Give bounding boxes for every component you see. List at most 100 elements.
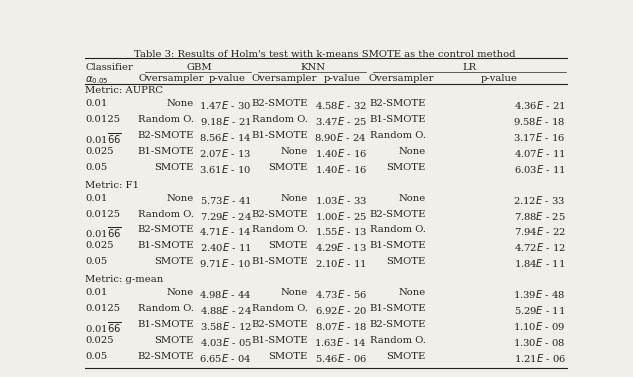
Text: SMOTE: SMOTE <box>268 241 308 250</box>
Text: B1-SMOTE: B1-SMOTE <box>251 131 308 140</box>
Text: 4.98$\mathit{E}$ - 44: 4.98$\mathit{E}$ - 44 <box>199 288 252 300</box>
Text: 8.90$\mathit{E}$ - 24: 8.90$\mathit{E}$ - 24 <box>315 131 367 143</box>
Text: 4.73$\mathit{E}$ - 56: 4.73$\mathit{E}$ - 56 <box>315 288 367 300</box>
Text: 5.73$\mathit{E}$ - 41: 5.73$\mathit{E}$ - 41 <box>200 194 252 206</box>
Text: 3.61$\mathit{E}$ - 10: 3.61$\mathit{E}$ - 10 <box>199 163 252 175</box>
Text: 0.0125: 0.0125 <box>85 304 120 313</box>
Text: 9.18$\mathit{E}$ - 21: 9.18$\mathit{E}$ - 21 <box>200 115 252 127</box>
Text: LR: LR <box>462 63 476 72</box>
Text: Random O.: Random O. <box>137 210 194 219</box>
Text: B2-SMOTE: B2-SMOTE <box>251 210 308 219</box>
Text: 0.05: 0.05 <box>85 257 107 266</box>
Text: None: None <box>280 147 308 156</box>
Text: B1-SMOTE: B1-SMOTE <box>369 241 425 250</box>
Text: B1-SMOTE: B1-SMOTE <box>251 257 308 266</box>
Text: B2-SMOTE: B2-SMOTE <box>369 320 425 329</box>
Text: B2-SMOTE: B2-SMOTE <box>369 100 425 109</box>
Text: 4.07$\mathit{E}$ - 11: 4.07$\mathit{E}$ - 11 <box>514 147 566 159</box>
Text: 0.05: 0.05 <box>85 163 107 172</box>
Text: 0.01: 0.01 <box>85 288 108 297</box>
Text: Oversampler: Oversampler <box>368 74 434 83</box>
Text: Metric: F1: Metric: F1 <box>85 181 139 190</box>
Text: 0.025: 0.025 <box>85 336 114 345</box>
Text: 0.0125: 0.0125 <box>85 115 120 124</box>
Text: 9.71$\mathit{E}$ - 10: 9.71$\mathit{E}$ - 10 <box>199 257 252 269</box>
Text: B2-SMOTE: B2-SMOTE <box>137 225 194 234</box>
Text: p-value: p-value <box>324 74 361 83</box>
Text: 2.10$\mathit{E}$ - 11: 2.10$\mathit{E}$ - 11 <box>315 257 367 269</box>
Text: 1.40$\mathit{E}$ - 16: 1.40$\mathit{E}$ - 16 <box>315 147 367 159</box>
Text: 2.07$\mathit{E}$ - 13: 2.07$\mathit{E}$ - 13 <box>199 147 252 159</box>
Text: 2.12$\mathit{E}$ - 33: 2.12$\mathit{E}$ - 33 <box>513 194 566 206</box>
Text: Random O.: Random O. <box>370 336 425 345</box>
Text: None: None <box>280 194 308 203</box>
Text: 6.92$\mathit{E}$ - 20: 6.92$\mathit{E}$ - 20 <box>315 304 367 316</box>
Text: 7.29$\mathit{E}$ - 24: 7.29$\mathit{E}$ - 24 <box>199 210 252 222</box>
Text: GBM: GBM <box>187 63 212 72</box>
Text: 3.17$\mathit{E}$ - 16: 3.17$\mathit{E}$ - 16 <box>513 131 566 143</box>
Text: SMOTE: SMOTE <box>268 351 308 360</box>
Text: Random O.: Random O. <box>137 304 194 313</box>
Text: SMOTE: SMOTE <box>386 351 425 360</box>
Text: 5.46$\mathit{E}$ - 06: 5.46$\mathit{E}$ - 06 <box>315 351 367 363</box>
Text: 4.71$\mathit{E}$ - 14: 4.71$\mathit{E}$ - 14 <box>199 225 252 238</box>
Text: SMOTE: SMOTE <box>154 336 194 345</box>
Text: 1.40$\mathit{E}$ - 16: 1.40$\mathit{E}$ - 16 <box>315 163 367 175</box>
Text: 0.0125: 0.0125 <box>85 210 120 219</box>
Text: 7.88$\mathit{E}$ - 25: 7.88$\mathit{E}$ - 25 <box>514 210 566 222</box>
Text: 0.01$\overline{66}$: 0.01$\overline{66}$ <box>85 131 122 146</box>
Text: 1.10$\mathit{E}$ - 09: 1.10$\mathit{E}$ - 09 <box>513 320 566 332</box>
Text: 8.56$\mathit{E}$ - 14: 8.56$\mathit{E}$ - 14 <box>199 131 252 143</box>
Text: Random O.: Random O. <box>370 225 425 234</box>
Text: 1.21$\mathit{E}$ - 06: 1.21$\mathit{E}$ - 06 <box>513 351 566 363</box>
Text: None: None <box>280 288 308 297</box>
Text: 6.65$\mathit{E}$ - 04: 6.65$\mathit{E}$ - 04 <box>199 351 252 363</box>
Text: B1-SMOTE: B1-SMOTE <box>369 304 425 313</box>
Text: None: None <box>398 288 425 297</box>
Text: SMOTE: SMOTE <box>386 257 425 266</box>
Text: 1.63$\mathit{E}$ - 14: 1.63$\mathit{E}$ - 14 <box>315 336 367 348</box>
Text: 4.29$\mathit{E}$ - 13: 4.29$\mathit{E}$ - 13 <box>315 241 367 253</box>
Text: 2.40$\mathit{E}$ - 11: 2.40$\mathit{E}$ - 11 <box>200 241 252 253</box>
Text: Random O.: Random O. <box>137 115 194 124</box>
Text: 4.88$\mathit{E}$ - 24: 4.88$\mathit{E}$ - 24 <box>199 304 252 316</box>
Text: 1.03$\mathit{E}$ - 33: 1.03$\mathit{E}$ - 33 <box>315 194 367 206</box>
Text: 1.39$\mathit{E}$ - 48: 1.39$\mathit{E}$ - 48 <box>513 288 566 300</box>
Text: Random O.: Random O. <box>252 225 308 234</box>
Text: 1.47$\mathit{E}$ - 30: 1.47$\mathit{E}$ - 30 <box>199 100 252 112</box>
Text: Table 3: Results of Holm's test with k-means SMOTE as the control method: Table 3: Results of Holm's test with k-m… <box>134 50 515 58</box>
Text: SMOTE: SMOTE <box>268 163 308 172</box>
Text: KNN: KNN <box>301 63 326 72</box>
Text: None: None <box>398 194 425 203</box>
Text: B1-SMOTE: B1-SMOTE <box>251 336 308 345</box>
Text: 1.00$\mathit{E}$ - 25: 1.00$\mathit{E}$ - 25 <box>315 210 367 222</box>
Text: None: None <box>398 147 425 156</box>
Text: $\alpha_{0.05}$: $\alpha_{0.05}$ <box>85 74 108 86</box>
Text: B1-SMOTE: B1-SMOTE <box>137 147 194 156</box>
Text: 6.03$\mathit{E}$ - 11: 6.03$\mathit{E}$ - 11 <box>514 163 566 175</box>
Text: 3.58$\mathit{E}$ - 12: 3.58$\mathit{E}$ - 12 <box>200 320 252 332</box>
Text: B1-SMOTE: B1-SMOTE <box>137 241 194 250</box>
Text: None: None <box>166 194 194 203</box>
Text: Metric: g-mean: Metric: g-mean <box>85 275 163 284</box>
Text: 0.01: 0.01 <box>85 194 108 203</box>
Text: SMOTE: SMOTE <box>154 163 194 172</box>
Text: p-value: p-value <box>209 74 246 83</box>
Text: Classifier: Classifier <box>85 63 133 72</box>
Text: Random O.: Random O. <box>370 131 425 140</box>
Text: 3.47$\mathit{E}$ - 25: 3.47$\mathit{E}$ - 25 <box>315 115 367 127</box>
Text: 0.01$\overline{66}$: 0.01$\overline{66}$ <box>85 225 122 240</box>
Text: 0.025: 0.025 <box>85 147 114 156</box>
Text: 9.58$\mathit{E}$ - 18: 9.58$\mathit{E}$ - 18 <box>513 115 566 127</box>
Text: SMOTE: SMOTE <box>154 257 194 266</box>
Text: 0.01: 0.01 <box>85 100 108 109</box>
Text: 4.36$\mathit{E}$ - 21: 4.36$\mathit{E}$ - 21 <box>514 100 566 112</box>
Text: 0.025: 0.025 <box>85 241 114 250</box>
Text: Oversampler: Oversampler <box>139 74 204 83</box>
Text: 1.30$\mathit{E}$ - 08: 1.30$\mathit{E}$ - 08 <box>513 336 566 348</box>
Text: Random O.: Random O. <box>252 304 308 313</box>
Text: 7.94$\mathit{E}$ - 22: 7.94$\mathit{E}$ - 22 <box>514 225 566 238</box>
Text: Random O.: Random O. <box>252 115 308 124</box>
Text: Metric: AUPRC: Metric: AUPRC <box>85 86 163 95</box>
Text: None: None <box>166 288 194 297</box>
